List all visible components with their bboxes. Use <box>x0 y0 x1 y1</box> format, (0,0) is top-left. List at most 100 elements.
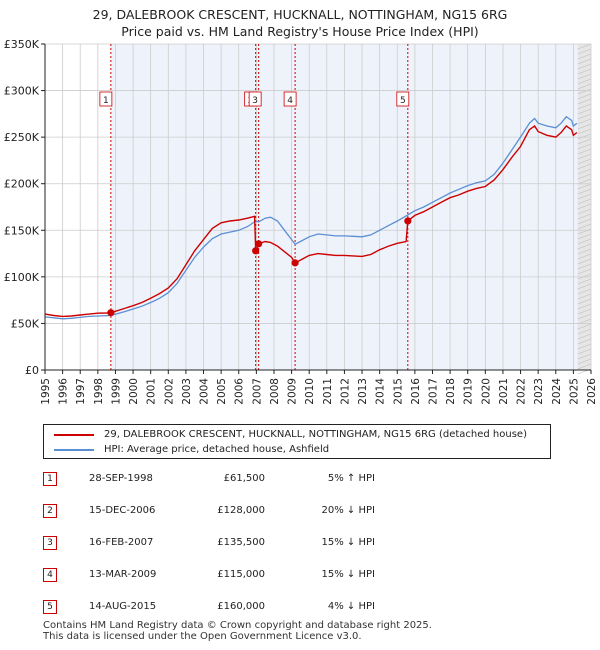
future-hatch <box>577 183 592 190</box>
future-hatch <box>577 348 592 355</box>
legend: 29, DALEBROOK CRESCENT, HUCKNALL, NOTTIN… <box>43 424 551 459</box>
future-hatch <box>577 208 592 215</box>
y-tick-label: £200K <box>4 178 40 191</box>
future-hatch <box>577 228 592 235</box>
x-tick-label: 2011 <box>322 378 334 405</box>
title-line-1: 29, DALEBROOK CRESCENT, HUCKNALL, NOTTIN… <box>92 7 508 22</box>
legend-hpi-label: HPI: Average price, detached house, Ashf… <box>104 444 330 455</box>
future-hatch <box>577 308 592 315</box>
sale-marker-1 <box>107 309 115 317</box>
ownership-band <box>407 44 591 370</box>
shade-layer <box>110 43 592 375</box>
ownership-band <box>255 44 259 370</box>
future-hatch <box>577 293 592 300</box>
future-hatch <box>577 193 592 200</box>
future-hatch <box>577 263 592 270</box>
sale-row-5: 5 14-AUG-2015 £160,000 4% ↓ HPI <box>43 600 563 618</box>
sale-price: £160,000 <box>217 601 265 612</box>
future-hatch <box>577 173 592 180</box>
y-tick-label: £0 <box>25 364 39 377</box>
future-hatch <box>577 238 592 245</box>
sale-hpi-diff: 20% ↓ HPI <box>321 505 375 516</box>
series-line-hpi <box>44 115 578 320</box>
future-hatch <box>577 213 592 220</box>
future-hatch <box>577 338 592 345</box>
sale-label-5: 5 <box>400 96 406 106</box>
y-tick-label: £150K <box>4 224 40 237</box>
sale-label-box <box>99 91 113 107</box>
future-hatch <box>577 163 592 170</box>
title-line-2: Price paid vs. HM Land Registry's House … <box>121 24 479 39</box>
sale-hpi-diff: 4% ↓ HPI <box>327 601 375 612</box>
future-hatch <box>577 168 592 175</box>
sale-price: £115,000 <box>217 569 265 580</box>
sale-price: £61,500 <box>223 473 265 484</box>
footer-attribution: Contains HM Land Registry data © Crown c… <box>43 620 432 642</box>
future-hatch <box>577 103 592 110</box>
ownership-band <box>295 44 408 370</box>
future-hatch <box>577 43 592 50</box>
future-hatch <box>577 158 592 165</box>
footer-line-1: Contains HM Land Registry data © Crown c… <box>43 620 432 631</box>
future-hatch <box>577 188 592 195</box>
legend-property-swatch <box>54 434 94 436</box>
x-tick-label: 2001 <box>146 378 158 405</box>
future-hatch <box>577 128 592 135</box>
x-tick-label: 2005 <box>216 378 228 405</box>
sale-number-badge: 3 <box>43 536 57 550</box>
legend-item-hpi: HPI: Average price, detached house, Ashf… <box>54 443 329 457</box>
future-hatch <box>577 223 592 230</box>
footer-line-2: This data is licensed under the Open Gov… <box>43 631 362 642</box>
future-hatch <box>577 68 592 75</box>
future-hatch <box>577 118 592 125</box>
future-hatch <box>577 58 592 65</box>
x-tick-label: 2004 <box>199 378 211 405</box>
future-hatch <box>577 283 592 290</box>
future-hatch <box>577 288 592 295</box>
sale-price: £128,000 <box>217 505 265 516</box>
future-hatch <box>577 258 592 265</box>
future-hatch <box>577 98 592 105</box>
x-tick-label: 2006 <box>234 378 246 405</box>
x-tick-label: 2002 <box>163 378 175 405</box>
x-tick-label: 2013 <box>357 378 369 405</box>
future-hatch <box>577 108 592 115</box>
sale-number-badge: 2 <box>43 504 57 518</box>
sale-label-3: 3 <box>252 96 258 106</box>
future-hatch <box>577 63 592 70</box>
sale-marker-2 <box>252 247 260 255</box>
x-tick-label: 2023 <box>533 378 545 405</box>
future-hatch <box>577 88 592 95</box>
sale-date: 16-FEB-2007 <box>89 537 154 548</box>
legend-hpi-swatch <box>54 449 94 451</box>
future-hatch <box>577 83 592 90</box>
x-tick-label: 2003 <box>181 378 193 405</box>
sale-number-badge: 4 <box>43 568 57 582</box>
x-tick-label: 2022 <box>516 378 528 405</box>
legend-property-label: 29, DALEBROOK CRESCENT, HUCKNALL, NOTTIN… <box>104 429 527 440</box>
future-hatch <box>577 333 592 340</box>
future-hatch <box>577 93 592 100</box>
sale-marker-layer <box>107 217 412 317</box>
future-hatch <box>577 248 592 255</box>
y-tick-label: £300K <box>4 85 40 98</box>
sale-date: 14-AUG-2015 <box>89 601 157 612</box>
legend-item-property: 29, DALEBROOK CRESCENT, HUCKNALL, NOTTIN… <box>54 428 527 442</box>
x-tick-label: 2007 <box>251 378 263 405</box>
future-hatch <box>577 138 592 145</box>
x-tick-label: 2024 <box>551 378 563 405</box>
future-hatch <box>577 143 592 150</box>
sale-row-1: 1 28-SEP-1998 £61,500 5% ↑ HPI <box>43 472 563 490</box>
future-hatch <box>577 278 592 285</box>
sale-label-box <box>283 91 297 107</box>
sale-number-badge: 1 <box>43 472 57 486</box>
sale-date: 13-MAR-2009 <box>89 569 157 580</box>
axis-layer: £0 £50K £100K £150K £200K £250K £300K £350K 1995… <box>4 38 598 405</box>
future-hatch <box>577 363 592 370</box>
sale-hpi-diff: 15% ↓ HPI <box>321 569 375 580</box>
sale-hpi-diff: 5% ↑ HPI <box>327 473 375 484</box>
x-tick-label: 1996 <box>58 378 70 405</box>
sale-row-4: 4 13-MAR-2009 £115,000 15% ↓ HPI <box>43 568 563 586</box>
future-hatch <box>577 313 592 320</box>
sale-price: £135,500 <box>217 537 265 548</box>
